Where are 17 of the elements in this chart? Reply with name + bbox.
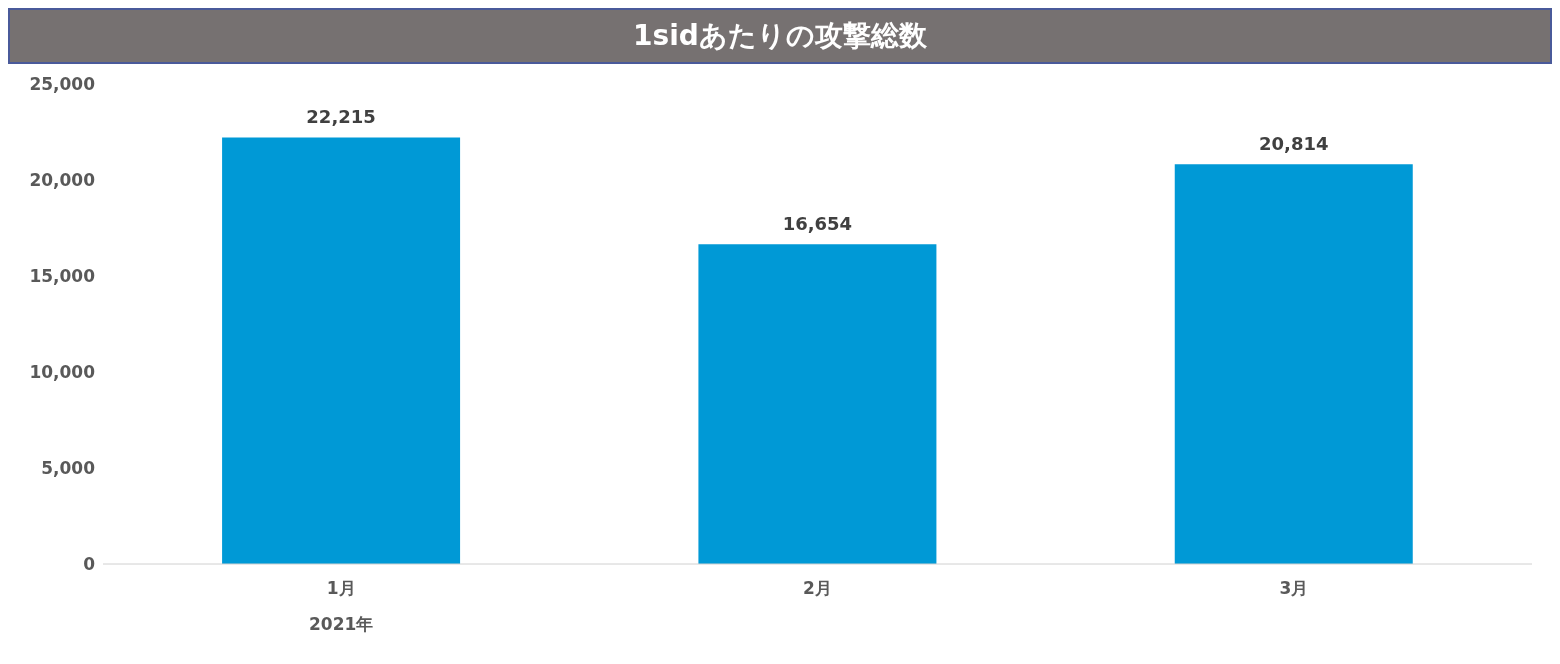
x-tick-label: 1月 xyxy=(326,578,356,598)
bar xyxy=(1174,164,1413,564)
y-tick-label: 20,000 xyxy=(29,170,96,191)
x-tick-label: 3月 xyxy=(1279,578,1309,598)
x-tick-label: 2月 xyxy=(803,578,832,598)
y-tick-label: 25,000 xyxy=(29,74,96,95)
y-tick-label: 10,000 xyxy=(29,362,96,383)
y-tick-label: 15,000 xyxy=(29,266,96,287)
y-tick-label: 0 xyxy=(83,554,96,575)
bar xyxy=(222,137,461,564)
chart-title: 1sidあたりの攻撃総数 xyxy=(8,8,1552,64)
text: 2021年 xyxy=(309,614,374,634)
data-label: 20,814 xyxy=(1259,133,1329,155)
y-tick-label: 5,000 xyxy=(41,458,96,479)
data-label: 16,654 xyxy=(782,213,853,235)
data-label: 22,215 xyxy=(306,106,376,128)
bar xyxy=(698,244,937,564)
